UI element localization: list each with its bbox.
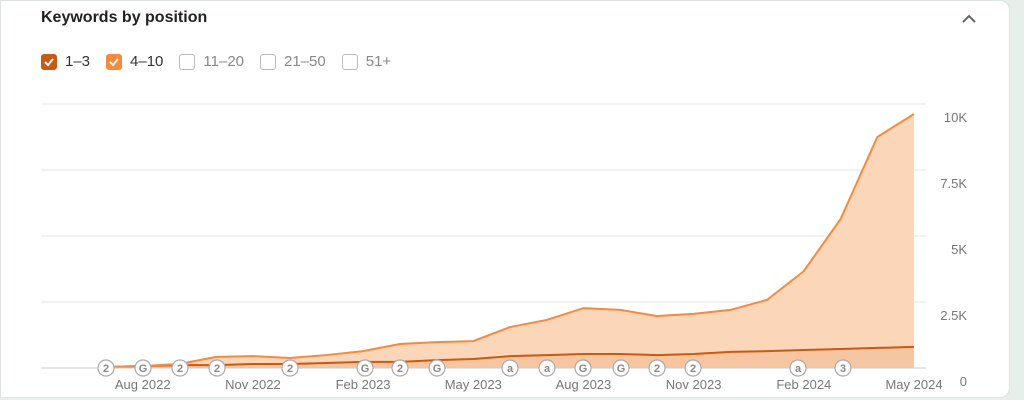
x-tick-label: Feb 2023 bbox=[336, 377, 391, 392]
x-tick-label: Feb 2024 bbox=[776, 377, 831, 392]
legend-label: 4–10 bbox=[130, 53, 164, 70]
annotation-marker[interactable]: a bbox=[789, 359, 807, 377]
legend-item[interactable]: 4–10 bbox=[106, 53, 163, 70]
marker-circle bbox=[171, 359, 189, 377]
y-tick-label: 10K bbox=[944, 110, 967, 125]
annotation-marker[interactable]: G bbox=[574, 359, 592, 377]
checkbox[interactable] bbox=[341, 53, 358, 70]
line bbox=[105, 113, 915, 368]
annotation-marker[interactable]: G bbox=[612, 359, 630, 377]
x-tick-label: Nov 2023 bbox=[666, 377, 722, 392]
marker-circle bbox=[834, 359, 852, 377]
marker-circle bbox=[208, 359, 226, 377]
marker-circle bbox=[134, 359, 152, 377]
legend: 1–3 4–10 11–20 21–50 51+ bbox=[41, 53, 391, 70]
collapse-button[interactable] bbox=[959, 11, 979, 27]
annotation-marker[interactable]: 2 bbox=[684, 359, 702, 377]
legend-item[interactable]: 51+ bbox=[341, 53, 392, 70]
marker-circle bbox=[612, 359, 630, 377]
annotation-marker[interactable]: G bbox=[134, 359, 152, 377]
annotation-marker[interactable]: 2 bbox=[391, 359, 409, 377]
marker-label: 2 bbox=[103, 363, 109, 375]
x-tick-label: Aug 2022 bbox=[115, 377, 171, 392]
marker-label: a bbox=[544, 363, 551, 375]
checkbox[interactable] bbox=[260, 53, 277, 70]
line bbox=[105, 345, 915, 368]
marker-label: 2 bbox=[214, 363, 220, 375]
marker-circle bbox=[428, 359, 446, 377]
chart: 0 2.5K 5K 7.5K 10K Aug 2022 Nov 2022 Feb 2023 Ma… bbox=[41, 103, 967, 392]
marker-label: a bbox=[507, 363, 514, 375]
marker-circle bbox=[281, 359, 299, 377]
annotation-marker[interactable]: a bbox=[501, 359, 519, 377]
marker-label: G bbox=[433, 363, 442, 375]
marker-label: a bbox=[795, 363, 802, 375]
annotation-marker[interactable]: 2 bbox=[648, 359, 666, 377]
annotation-marker[interactable]: G bbox=[356, 359, 374, 377]
marker-circle bbox=[501, 359, 519, 377]
checkbox[interactable] bbox=[179, 53, 196, 70]
annotation-marker[interactable]: 2 bbox=[208, 359, 226, 377]
y-tick-label: 0 bbox=[960, 374, 967, 389]
marker-circle bbox=[648, 359, 666, 377]
legend-label: 21–50 bbox=[284, 53, 326, 70]
area bbox=[106, 114, 914, 367]
marker-label: G bbox=[579, 363, 588, 375]
marker-label: 2 bbox=[690, 363, 696, 375]
marker-label: 2 bbox=[654, 363, 660, 375]
marker-circle bbox=[391, 359, 409, 377]
marker-circle bbox=[97, 359, 115, 377]
annotation-marker[interactable]: 3 bbox=[834, 359, 852, 377]
marker-circle bbox=[684, 359, 702, 377]
legend-label: 11–20 bbox=[203, 53, 245, 70]
annotation-marker[interactable]: G bbox=[428, 359, 446, 377]
marker-circle bbox=[574, 359, 592, 377]
legend-item[interactable]: 21–50 bbox=[260, 53, 326, 70]
x-tick-label: Nov 2022 bbox=[225, 377, 281, 392]
chart-title: Keywords by position bbox=[41, 9, 208, 26]
marker-circle bbox=[538, 359, 556, 377]
annotation-marker[interactable]: 2 bbox=[281, 359, 299, 377]
legend-item[interactable]: 1–3 bbox=[41, 53, 90, 70]
legend-item[interactable]: 11–20 bbox=[179, 53, 244, 70]
annotation-marker[interactable]: 2 bbox=[171, 359, 189, 377]
y-tick-label: 2.5K bbox=[940, 308, 967, 323]
legend-label: 51+ bbox=[365, 53, 392, 70]
annotation-marker[interactable]: a bbox=[538, 359, 556, 377]
marker-label: G bbox=[617, 363, 626, 375]
x-tick-label: Aug 2023 bbox=[556, 377, 612, 392]
marker-label: G bbox=[361, 363, 370, 375]
x-tick-label: May 2024 bbox=[885, 377, 942, 392]
marker-label: 2 bbox=[397, 363, 403, 375]
annotation-marker[interactable]: 2 bbox=[97, 359, 115, 377]
marker-circle bbox=[789, 359, 807, 377]
legend-label: 1–3 bbox=[65, 53, 91, 70]
marker-label: G bbox=[139, 363, 148, 375]
marker-label: 3 bbox=[840, 363, 846, 375]
area bbox=[106, 346, 914, 368]
marker-label: 2 bbox=[177, 363, 183, 375]
marker-circle bbox=[356, 359, 374, 377]
marker-label: 2 bbox=[287, 363, 293, 375]
checkbox[interactable] bbox=[106, 53, 123, 70]
x-tick-label: May 2023 bbox=[445, 377, 502, 392]
checkbox[interactable] bbox=[41, 53, 57, 70]
y-tick-label: 7.5K bbox=[940, 176, 967, 191]
y-tick-label: 5K bbox=[951, 242, 967, 257]
